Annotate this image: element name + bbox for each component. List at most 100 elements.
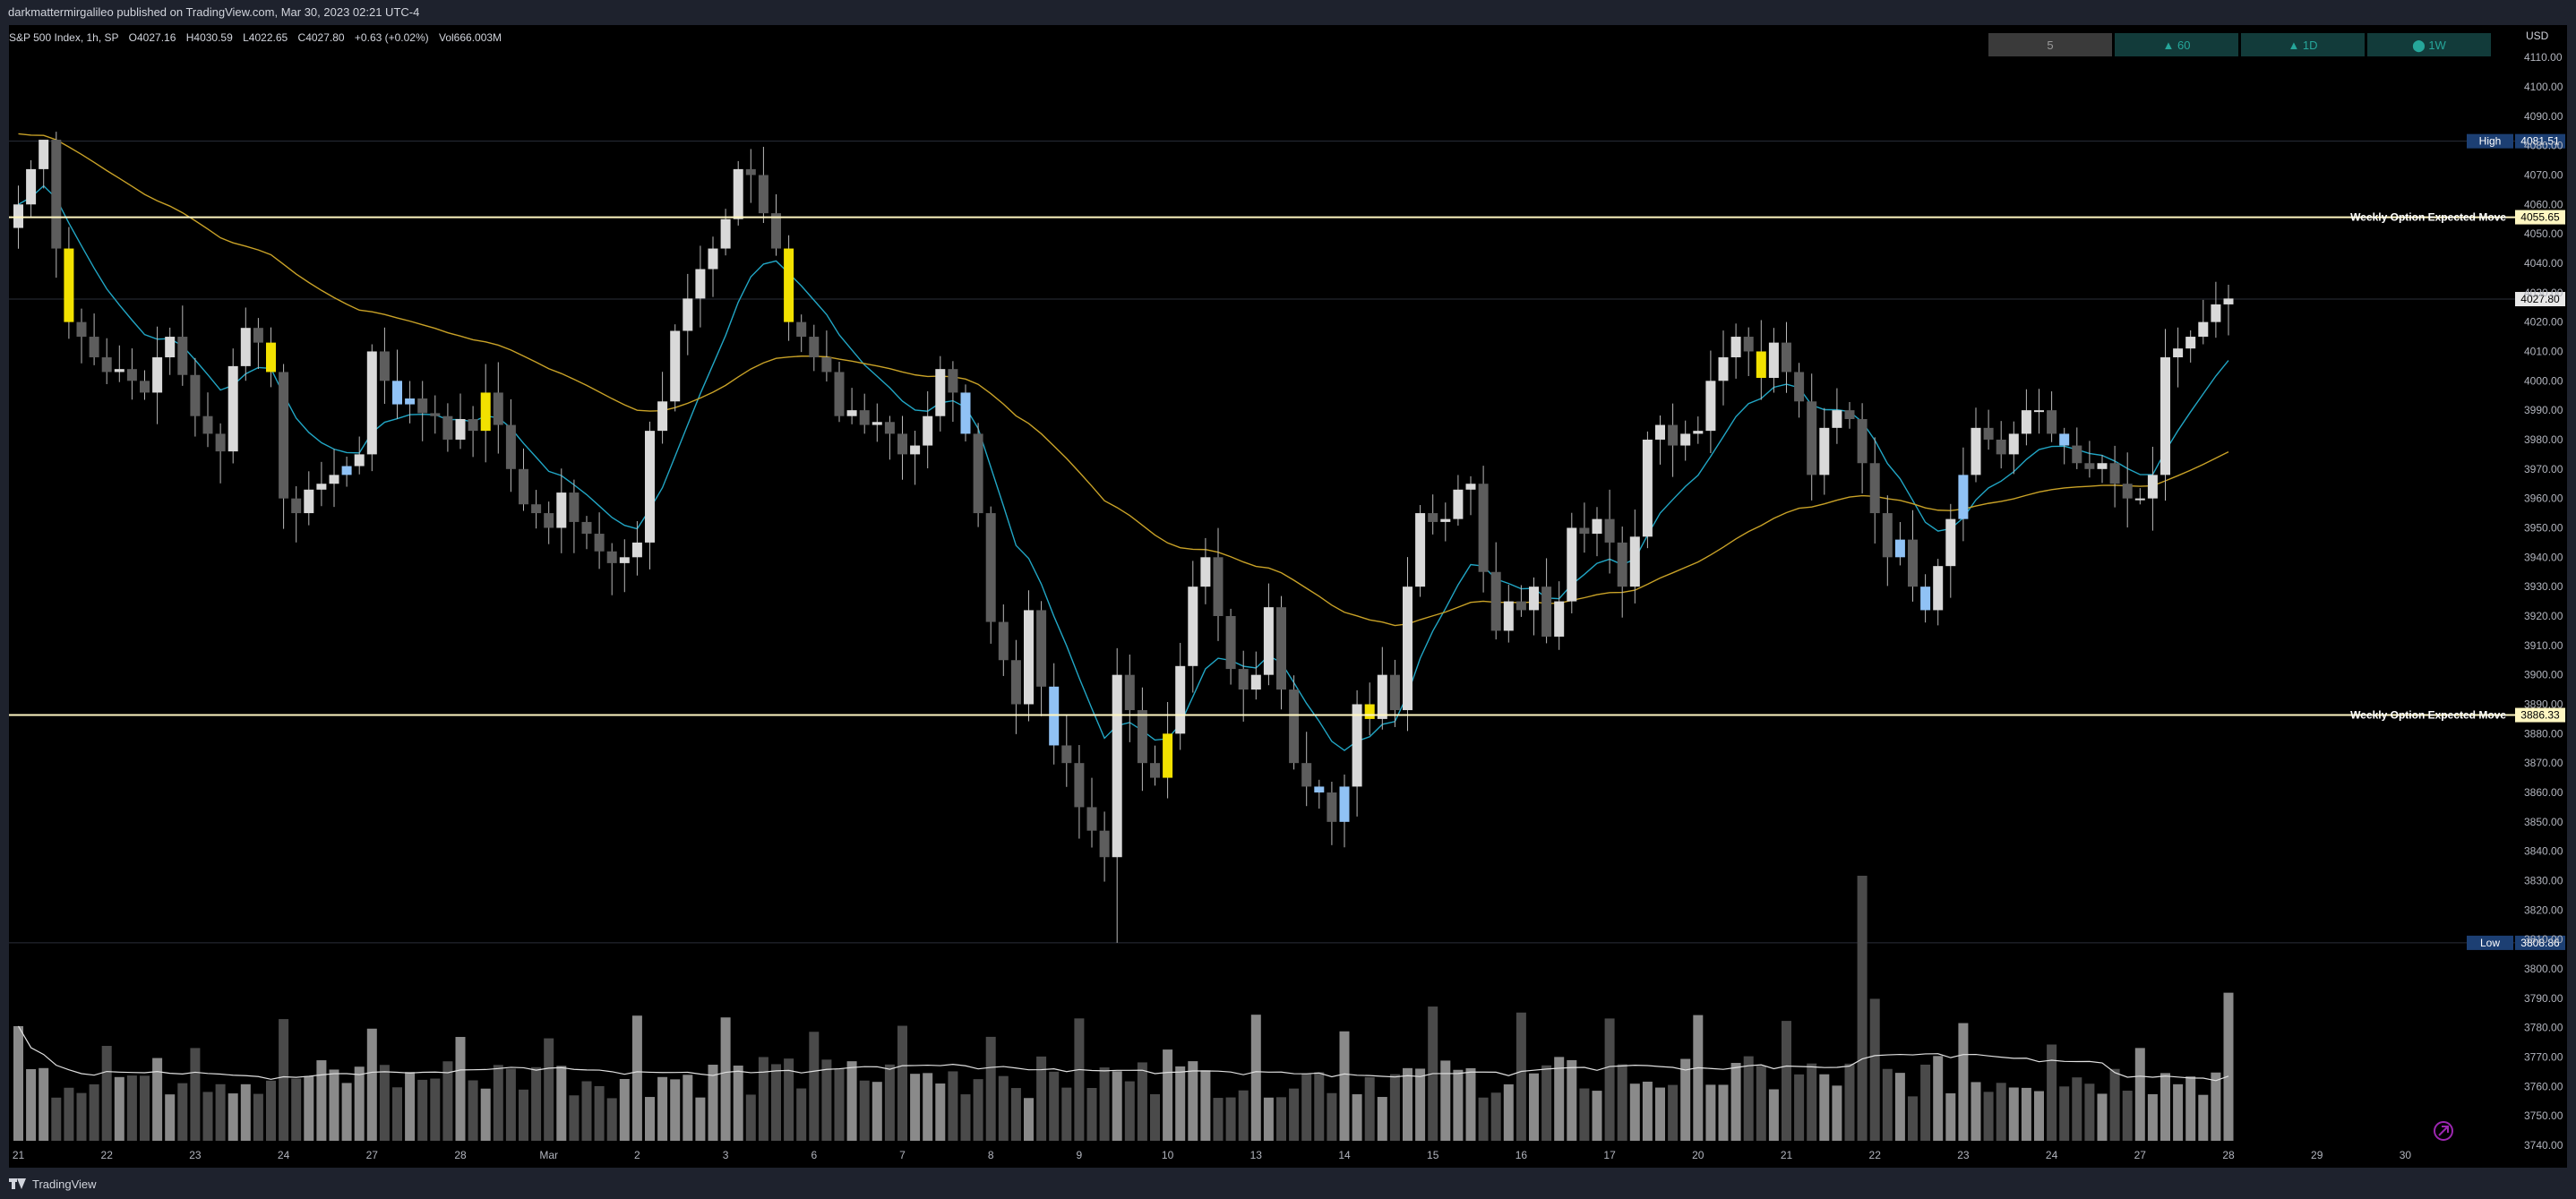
- timeframe-button-1D[interactable]: ▲ 1D: [2241, 33, 2365, 56]
- candle: [1579, 502, 1590, 553]
- volume-bar: [1882, 1068, 1893, 1141]
- volume-bar: [480, 1088, 491, 1141]
- volume-bar: [1730, 1063, 1741, 1141]
- candle: [240, 307, 251, 381]
- level-high[interactable]: High 4081.51: [2467, 133, 2565, 149]
- volume-bar: [2185, 1076, 2196, 1141]
- candle: [1112, 647, 1122, 943]
- tradingview-logo[interactable]: TradingView: [9, 1177, 97, 1191]
- volume-bar: [1188, 1061, 1198, 1141]
- volume-bar: [2047, 1044, 2057, 1141]
- candle: [480, 364, 491, 463]
- volume-bar: [1453, 1069, 1464, 1141]
- candle: [1945, 503, 1956, 598]
- price-tick-label: 3870.00: [2524, 757, 2563, 769]
- volume-bar: [1743, 1056, 1754, 1141]
- volume-bar: [1604, 1018, 1615, 1141]
- volume-bar: [1996, 1083, 2006, 1141]
- candle: [354, 436, 365, 475]
- volume-bar: [2034, 1091, 2044, 1141]
- candle: [631, 520, 642, 576]
- volume-bar: [126, 1075, 137, 1141]
- candle: [1061, 715, 1072, 787]
- volume-bar: [733, 1065, 743, 1141]
- volume-bar: [784, 1058, 794, 1141]
- candle: [1428, 494, 1438, 535]
- candle: [341, 456, 352, 487]
- candle: [430, 395, 441, 434]
- low-value: L4022.65: [243, 31, 288, 44]
- time-tick-label: 10: [1162, 1149, 1174, 1161]
- candle: [279, 364, 289, 529]
- volume-bar: [531, 1066, 542, 1141]
- volume-bar: [2072, 1077, 2082, 1141]
- tradingview-watermark-icon: [2434, 1121, 2453, 1141]
- price-tick-label: 3740.00: [2524, 1139, 2563, 1152]
- volume-bar: [379, 1065, 390, 1141]
- volume-bar: [519, 1089, 528, 1141]
- candle: [2109, 445, 2120, 508]
- candle: [1225, 608, 1236, 685]
- time-tick-label: 23: [1957, 1149, 1970, 1161]
- price-tick-label: 3790.00: [2524, 992, 2563, 1005]
- volume-bar: [1680, 1058, 1691, 1141]
- timeframe-button-60[interactable]: ▲ 60: [2115, 33, 2238, 56]
- candle: [670, 324, 681, 412]
- volume-bar: [708, 1065, 718, 1141]
- candle: [26, 159, 37, 218]
- price-tick-label: 4000.00: [2524, 374, 2563, 387]
- volume-bar: [2059, 1086, 2070, 1141]
- candle: [1440, 502, 1451, 542]
- level-low[interactable]: Low 3808.86: [2467, 935, 2565, 950]
- candle: [1705, 350, 1716, 453]
- volume-bar: [101, 1046, 112, 1141]
- candle: [1137, 687, 1147, 792]
- time-tick-label: 2: [634, 1149, 640, 1161]
- open-value: O4027.16: [129, 31, 176, 44]
- time-tick-label: 17: [1603, 1149, 1616, 1161]
- volume-bar: [1945, 1092, 1956, 1141]
- level-expected-move[interactable]: Weekly Option Expected Move 4055.65: [9, 210, 2565, 225]
- timeframe-switcher: 5 ▲ 60 ▲ 1D ⬤ 1W: [1988, 33, 2491, 56]
- price-tick-label: 4060.00: [2524, 198, 2563, 210]
- time-tick-label: 27: [366, 1149, 379, 1161]
- volume-bar: [405, 1072, 416, 1141]
- candlestick-chart[interactable]: High 4081.51 Weekly Option Expected Move 40…: [9, 25, 2567, 1168]
- volume-bar: [1478, 1097, 1489, 1141]
- volume-bar: [973, 1079, 983, 1141]
- volume-bar: [2122, 1091, 2133, 1141]
- candle: [316, 461, 327, 507]
- candle: [1124, 654, 1135, 742]
- candle: [64, 227, 74, 339]
- volume-bar: [1794, 1074, 1805, 1141]
- level-expected-move[interactable]: Weekly Option Expected Move 3886.33: [9, 707, 2565, 723]
- volume-bar: [1403, 1067, 1413, 1141]
- timeframe-button-1W[interactable]: ⬤ 1W: [2367, 33, 2491, 56]
- candle: [784, 235, 794, 341]
- timeframe-button-5[interactable]: 5: [1988, 33, 2112, 56]
- volume-bar: [1718, 1084, 1729, 1141]
- level-last-price[interactable]: 4027.80: [2515, 292, 2565, 307]
- volume-bar: [1642, 1081, 1653, 1141]
- price-tick-label: 3860.00: [2524, 786, 2563, 799]
- chart-area[interactable]: High 4081.51 Weekly Option Expected Move 40…: [9, 25, 2567, 1168]
- price-tick-label: 3830.00: [2524, 875, 2563, 887]
- volume-bar: [1175, 1066, 1186, 1141]
- volume-bar: [366, 1028, 377, 1141]
- volume-bar: [2134, 1048, 2145, 1141]
- candle: [531, 490, 542, 529]
- candle: [1554, 581, 1565, 650]
- time-tick-label: 27: [2134, 1149, 2147, 1161]
- volume-bar: [468, 1080, 478, 1141]
- candle: [1339, 774, 1350, 848]
- volume-bar: [556, 1066, 567, 1141]
- volume-bar: [1693, 1015, 1704, 1141]
- volume-bar: [2211, 1072, 2221, 1141]
- volume-bar: [985, 1036, 996, 1141]
- publish-header: darkmattermirgalileo published on Tradin…: [0, 0, 2576, 25]
- volume-bar: [1327, 1092, 1337, 1141]
- candle: [1314, 779, 1325, 809]
- volume-bar: [948, 1071, 958, 1141]
- volume-bar: [1516, 1012, 1526, 1141]
- volume-bar: [657, 1076, 668, 1141]
